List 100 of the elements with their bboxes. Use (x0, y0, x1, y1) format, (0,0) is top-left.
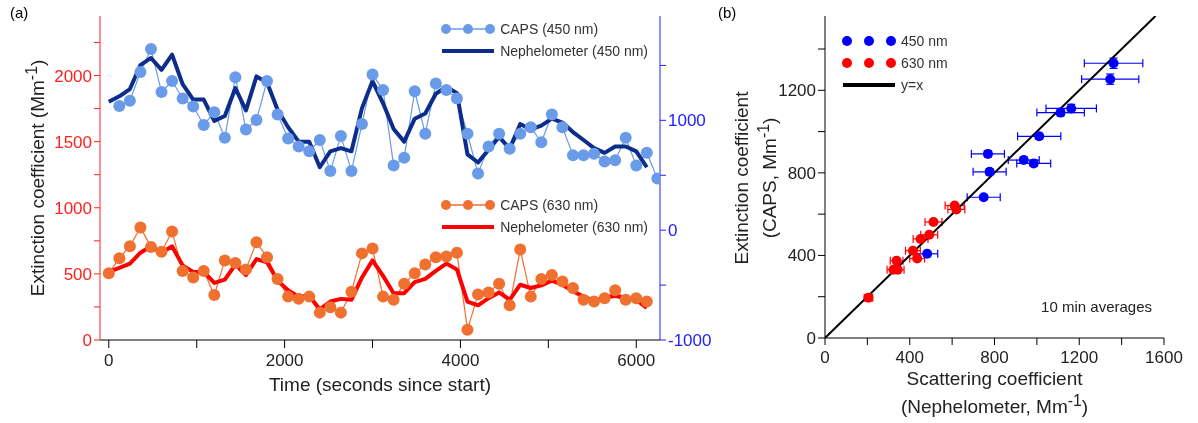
point (345, 285, 358, 298)
point (566, 149, 579, 162)
point (155, 245, 168, 258)
x-axis-title: Scattering coefficient (Nephelometer, Mm$^{-1}$) (900, 368, 1089, 419)
point (144, 42, 157, 55)
point (588, 295, 601, 308)
point (229, 257, 242, 270)
point (250, 236, 263, 249)
point (387, 159, 400, 172)
y-tick-label: 0 (806, 329, 816, 349)
point (324, 165, 337, 178)
point (482, 286, 495, 299)
x-tick-label: 800 (980, 348, 1009, 368)
point (640, 295, 653, 308)
point (166, 225, 179, 238)
point (524, 121, 537, 134)
point (398, 277, 411, 290)
point (197, 119, 210, 132)
point (292, 292, 305, 305)
point (303, 290, 316, 303)
point (176, 264, 189, 277)
point (461, 127, 474, 140)
chart-title: (a) (10, 4, 29, 21)
point (619, 131, 632, 144)
point (928, 217, 939, 227)
x-tick-label: 1200 (1060, 348, 1099, 368)
point (429, 251, 442, 264)
point (218, 254, 231, 267)
point (303, 145, 316, 158)
point (387, 293, 400, 306)
point (166, 75, 179, 88)
y2-tick-label: -1000 (668, 331, 712, 351)
point (313, 306, 326, 319)
point (102, 267, 115, 280)
point (556, 275, 569, 288)
point (609, 284, 622, 297)
y-tick-label: 1500 (54, 132, 92, 152)
legend-label: Nephelometer (630 nm) (500, 219, 648, 235)
point (472, 288, 485, 301)
point (345, 165, 358, 178)
y2-tick-label: 0 (668, 221, 678, 241)
point (208, 106, 221, 119)
annotation: 10 min averages (1041, 298, 1152, 315)
point (134, 66, 147, 79)
point (450, 92, 463, 105)
point (271, 272, 284, 285)
point (535, 136, 548, 149)
legend-label: 630 nm (901, 55, 948, 71)
point (524, 290, 537, 303)
x-tick-label: 4000 (441, 351, 480, 371)
x-tick-label: 0 (104, 351, 114, 371)
point (598, 292, 611, 305)
y-tick-label: 800 (787, 163, 816, 183)
legend-label: y=x (901, 77, 924, 93)
point (440, 250, 453, 263)
point (113, 252, 126, 265)
point (282, 290, 295, 303)
point (640, 146, 653, 159)
point (503, 299, 516, 312)
point (598, 155, 611, 168)
point (334, 306, 347, 319)
point (545, 269, 558, 282)
point (324, 301, 337, 314)
x-tick-label: 2000 (265, 351, 304, 371)
point (366, 242, 379, 255)
point (229, 71, 242, 84)
point (355, 118, 368, 131)
point (377, 290, 390, 303)
point (155, 86, 168, 99)
point (398, 151, 411, 164)
point (482, 140, 495, 153)
point (493, 277, 506, 290)
y-tick-label: 1200 (778, 81, 816, 101)
point (187, 271, 200, 284)
point (545, 108, 558, 121)
point (261, 251, 274, 264)
point (113, 99, 126, 112)
point (144, 240, 157, 253)
legend-label: CAPS (450 nm) (500, 21, 599, 37)
y-tick-label: 2000 (54, 66, 92, 86)
point (440, 83, 453, 96)
point (197, 264, 210, 277)
point (408, 85, 421, 98)
point (218, 131, 231, 144)
point (408, 267, 421, 280)
point (187, 100, 200, 113)
point (493, 127, 506, 140)
point (566, 282, 579, 295)
y-tick-label: 1000 (54, 198, 92, 218)
point (924, 229, 935, 240)
point (588, 147, 601, 160)
point (503, 142, 516, 155)
x-axis-title: Time (seconds since start) (268, 374, 492, 396)
x-tick-label: 400 (895, 348, 924, 368)
point (208, 289, 221, 302)
point (429, 77, 442, 90)
y-tick-label: 500 (63, 264, 92, 284)
point (366, 68, 379, 81)
x-tick-label: 1600 (1145, 348, 1183, 368)
point (250, 113, 263, 126)
